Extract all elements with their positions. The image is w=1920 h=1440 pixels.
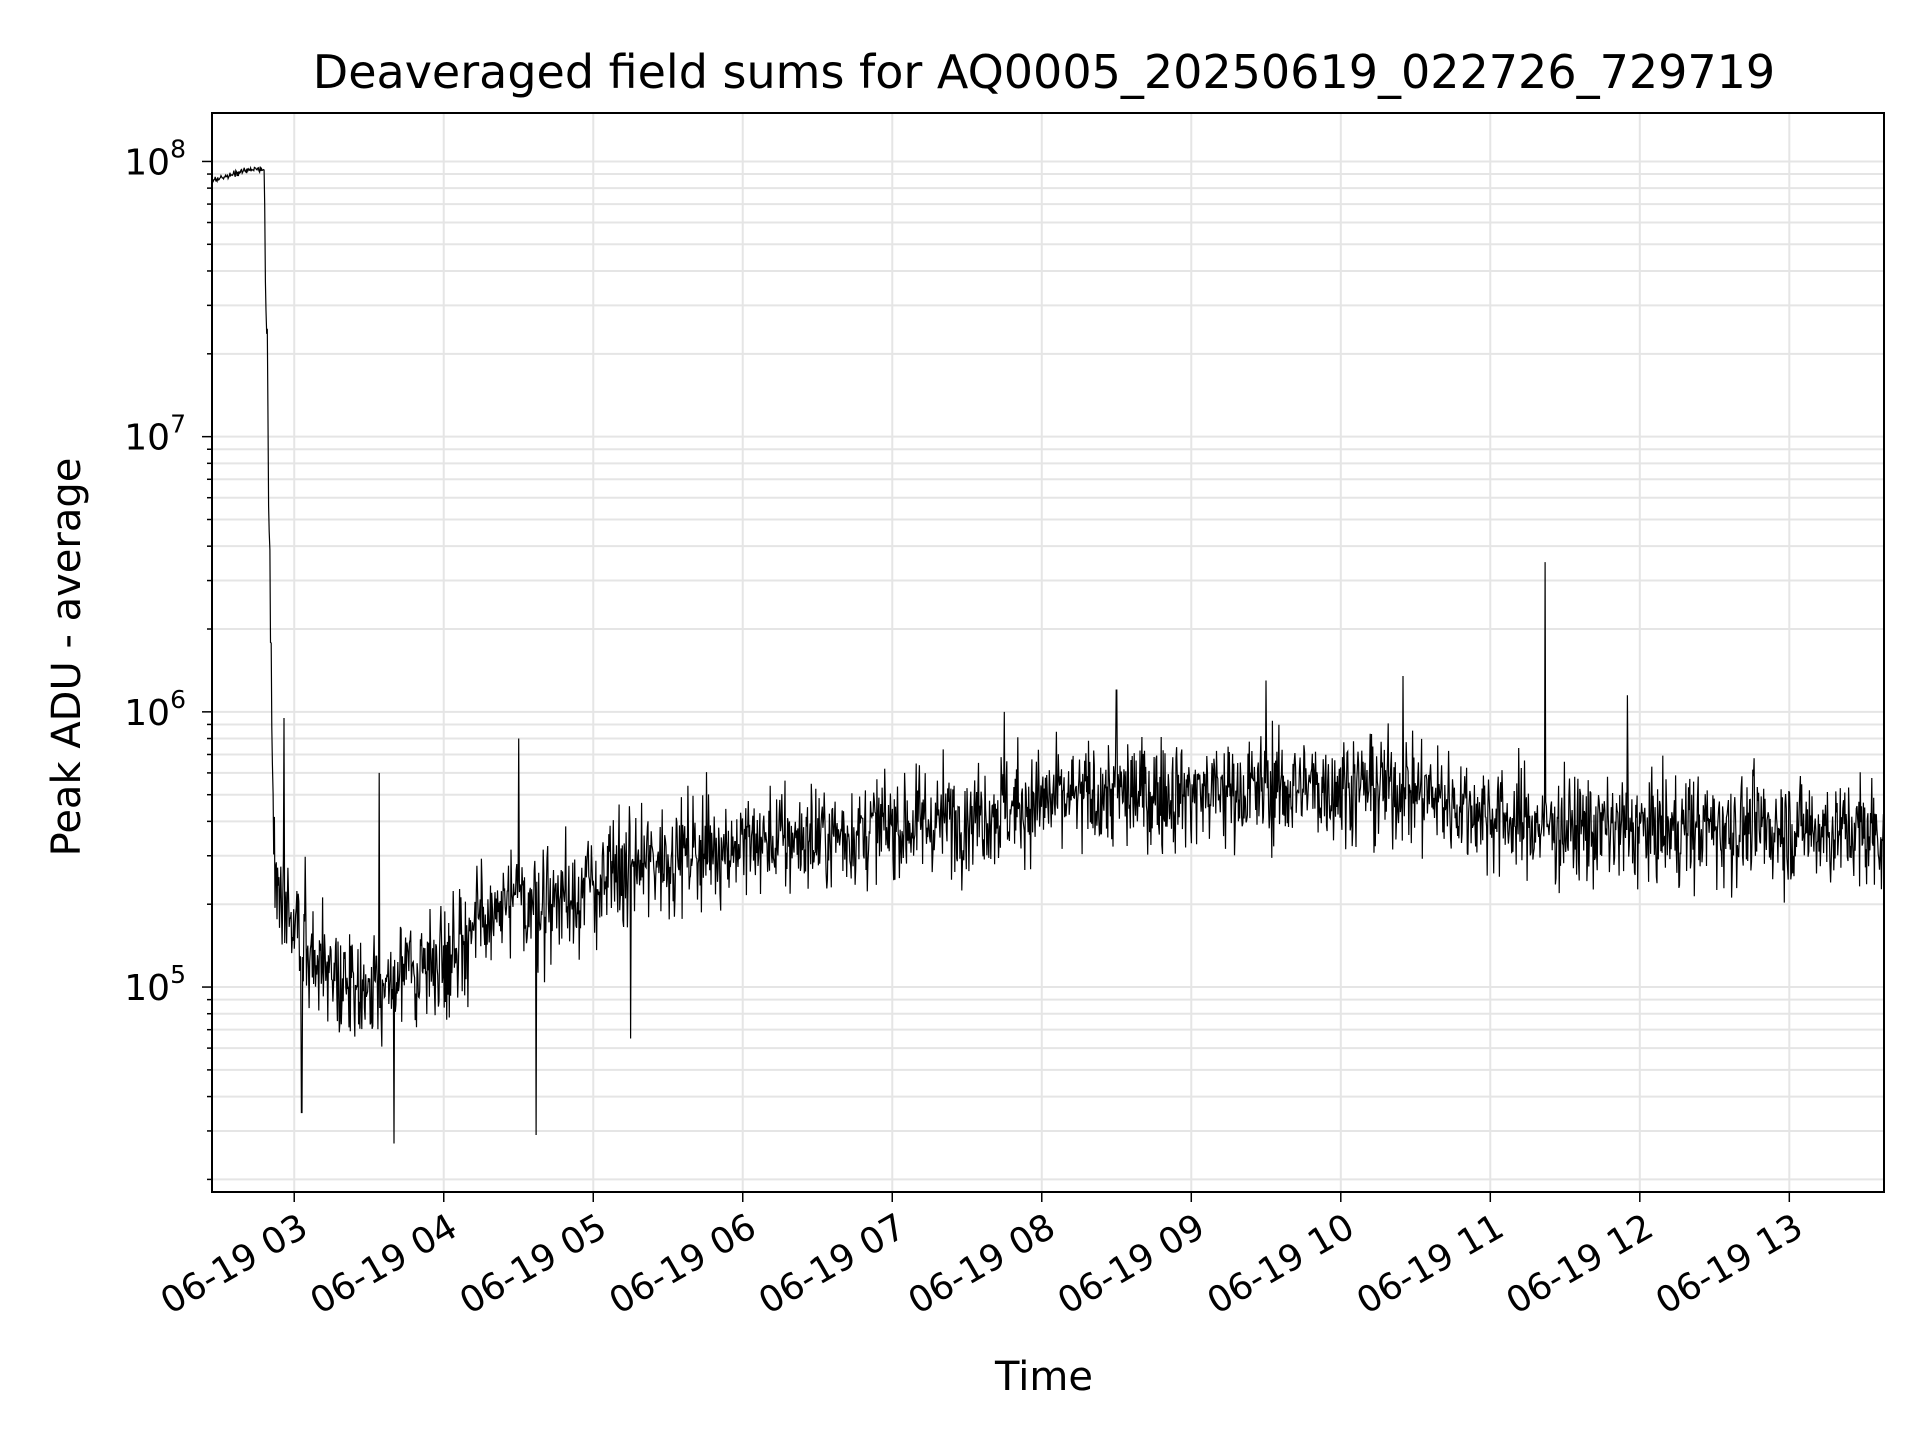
series-line: [211, 165, 1885, 1144]
x-tick-label: 06-19 12: [1500, 1206, 1661, 1322]
plot-line: [211, 165, 1885, 1144]
y-tick-label: 107: [124, 410, 186, 459]
y-tick-label: 106: [124, 685, 186, 734]
y-tick-label: 108: [124, 134, 186, 183]
x-tick-label: 06-19 05: [453, 1206, 614, 1322]
x-tick-label: 06-19 03: [154, 1206, 315, 1322]
x-tick-label: 06-19 10: [1201, 1206, 1362, 1322]
grid: [212, 113, 1884, 1192]
y-axis-label: Peak ADU - average: [44, 458, 90, 857]
chart-title: Deaveraged field sums for AQ0005_2025061…: [313, 45, 1775, 99]
x-tick-label: 06-19 08: [902, 1206, 1063, 1322]
x-tick-label: 06-19 09: [1051, 1206, 1212, 1322]
x-tick-label: 06-19 11: [1350, 1206, 1511, 1322]
x-tick-label: 06-19 07: [752, 1206, 913, 1322]
plot-frame: [211, 112, 1885, 1193]
x-tick-label: 06-19 13: [1649, 1206, 1810, 1322]
x-axis-label: Time: [994, 1354, 1093, 1400]
y-tick-label: 105: [124, 960, 186, 1009]
x-tick-label: 06-19 04: [304, 1206, 465, 1322]
x-tick-label: 06-19 06: [603, 1206, 764, 1322]
